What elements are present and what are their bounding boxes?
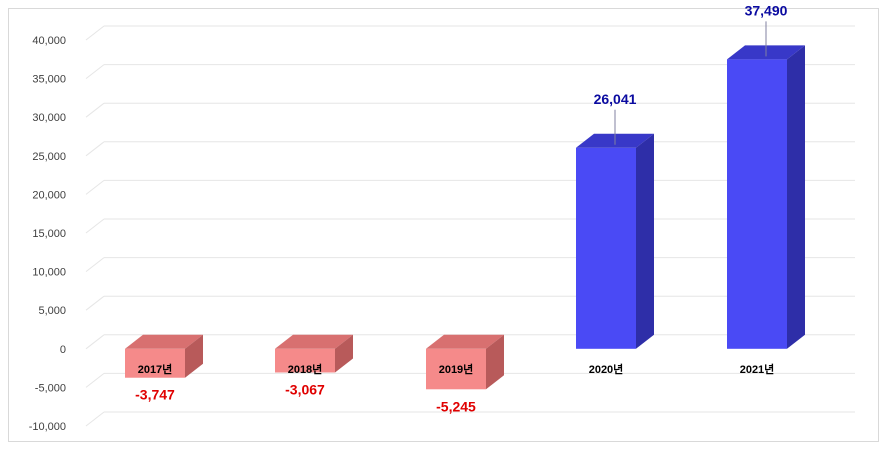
bar-2017년 — [125, 334, 203, 378]
y-tick-label: 40,000 — [32, 35, 66, 47]
bar-side — [486, 334, 504, 390]
bar-2021년 — [727, 45, 805, 349]
y-tick-label: -5,000 — [35, 382, 66, 394]
bar-front — [576, 147, 636, 349]
bar-2020년 — [576, 133, 654, 349]
bar-top — [426, 334, 504, 349]
bars — [125, 45, 805, 390]
grid-line-depth — [85, 25, 105, 41]
grid-line-depth — [85, 334, 105, 350]
grid-line-depth — [85, 218, 105, 234]
bar-front — [426, 348, 486, 390]
bar-side — [185, 334, 203, 378]
bar-2018년 — [275, 334, 353, 373]
grid-line-depth — [85, 257, 105, 272]
category-labels: 2017년 2018년 2019년 2020년 2021년 — [138, 362, 775, 376]
bar-side — [787, 45, 805, 349]
grid-line-depth — [85, 373, 105, 388]
category-label: 2021년 — [740, 362, 775, 376]
bar-front — [727, 59, 787, 349]
grid-line-depth — [85, 102, 105, 118]
value-label: 37,490 — [745, 2, 788, 18]
y-tick-label: 10,000 — [32, 267, 66, 279]
bar-side — [335, 334, 353, 373]
y-tick-label: 20,000 — [32, 189, 66, 201]
value-label: -3,067 — [285, 381, 325, 397]
category-label: 2020년 — [589, 362, 624, 376]
bar-2019년 — [426, 334, 504, 390]
bar-front — [125, 348, 185, 378]
grid-line-depth — [85, 295, 105, 311]
category-label: 2019년 — [439, 362, 474, 376]
y-tick-label: 35,000 — [32, 74, 66, 86]
grid-line-depth — [85, 141, 105, 157]
y-tick-label: 0 — [60, 344, 66, 356]
grid-line-depth — [85, 180, 105, 195]
bar-side — [636, 133, 654, 349]
y-axis-ticks: 40,000 35,000 30,000 25,000 20,000 15,000 10,0… — [29, 35, 66, 433]
category-label: 2018년 — [288, 362, 323, 376]
bar-front — [275, 348, 335, 373]
y-tick-label: 25,000 — [32, 151, 66, 163]
grid-line-depth — [85, 64, 105, 79]
value-label: -5,245 — [436, 398, 476, 414]
value-label: -3,747 — [135, 387, 175, 403]
y-tick-label: 15,000 — [32, 228, 66, 240]
y-tick-label: 5,000 — [38, 305, 66, 317]
bar-top — [125, 334, 203, 349]
grid-line-depth — [85, 411, 105, 427]
value-labels: -3,747 -3,067 -5,245 26,041 37,490 — [135, 2, 787, 414]
y-tick-label: -10,000 — [29, 421, 66, 433]
value-label: 26,041 — [594, 91, 637, 107]
category-label: 2017년 — [138, 362, 173, 376]
y-tick-label: 30,000 — [32, 112, 66, 124]
bar-top — [275, 334, 353, 349]
